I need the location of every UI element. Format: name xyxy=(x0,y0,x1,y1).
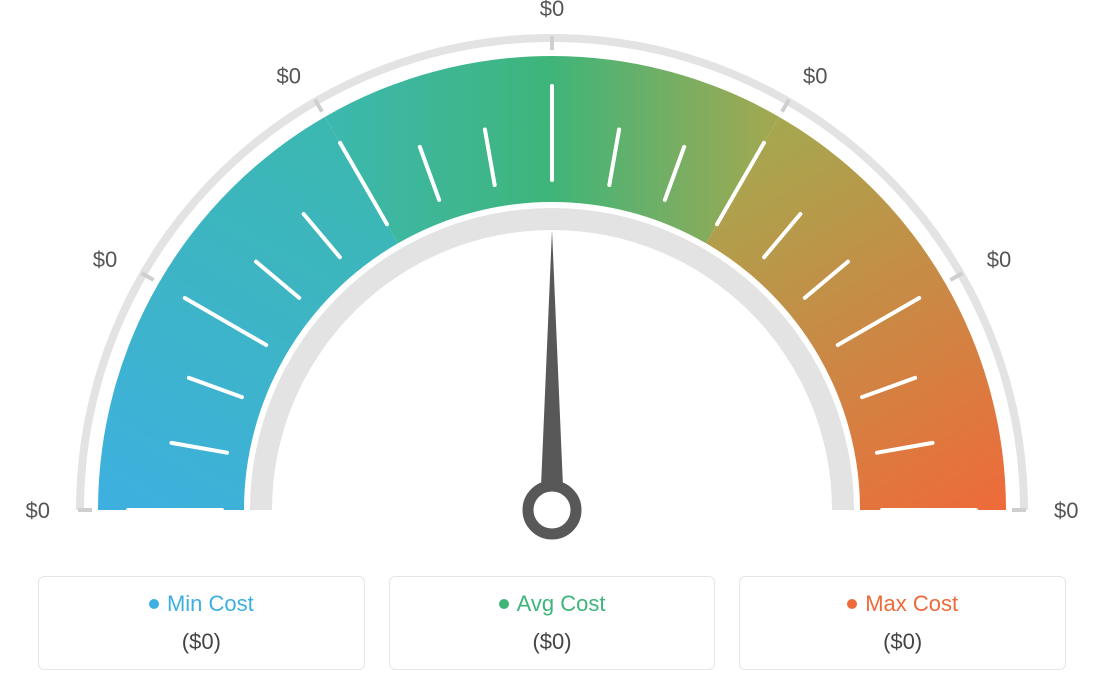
legend-value-max: ($0) xyxy=(740,629,1065,655)
legend-dot-max xyxy=(847,599,857,609)
scale-label: $0 xyxy=(540,0,564,21)
gauge-chart: $0 $0 $0 $0 $0 $0 $0 xyxy=(0,0,1104,560)
gauge-svg: $0 $0 $0 $0 $0 $0 $0 xyxy=(0,0,1104,560)
gauge-arc-left xyxy=(98,117,398,510)
gauge-arc-right xyxy=(706,117,1006,510)
legend-value-avg: ($0) xyxy=(390,629,715,655)
scale-label: $0 xyxy=(1054,498,1078,523)
scale-label: $0 xyxy=(93,247,117,272)
legend-card-max: Max Cost ($0) xyxy=(739,576,1066,670)
legend-dot-min xyxy=(149,599,159,609)
legend-label-min: Min Cost xyxy=(167,591,254,617)
legend-value-min: ($0) xyxy=(39,629,364,655)
scale-label: $0 xyxy=(277,63,301,88)
scale-label: $0 xyxy=(803,63,827,88)
scale-label: $0 xyxy=(26,498,50,523)
legend-label-avg: Avg Cost xyxy=(517,591,606,617)
legend-card-avg: Avg Cost ($0) xyxy=(389,576,716,670)
legend-dot-avg xyxy=(499,599,509,609)
legend-card-min: Min Cost ($0) xyxy=(38,576,365,670)
legend-row: Min Cost ($0) Avg Cost ($0) Max Cost ($0… xyxy=(38,576,1066,670)
gauge-hub xyxy=(528,486,576,534)
scale-label: $0 xyxy=(987,247,1011,272)
legend-label-max: Max Cost xyxy=(865,591,958,617)
